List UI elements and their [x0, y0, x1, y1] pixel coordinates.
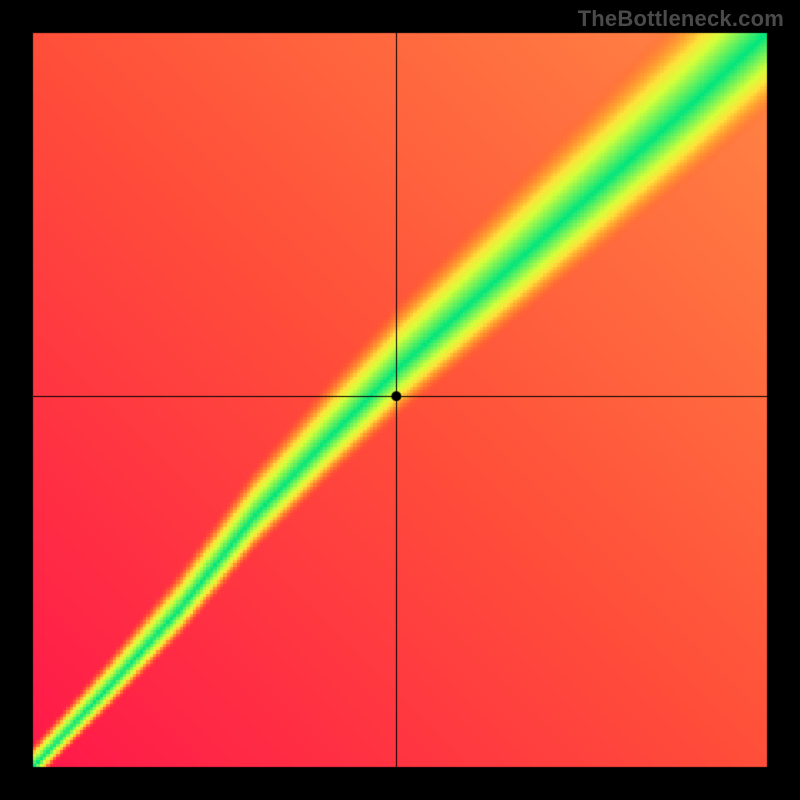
chart-container: TheBottleneck.com [0, 0, 800, 800]
bottleneck-heatmap [0, 0, 800, 800]
watermark-text: TheBottleneck.com [578, 6, 784, 32]
